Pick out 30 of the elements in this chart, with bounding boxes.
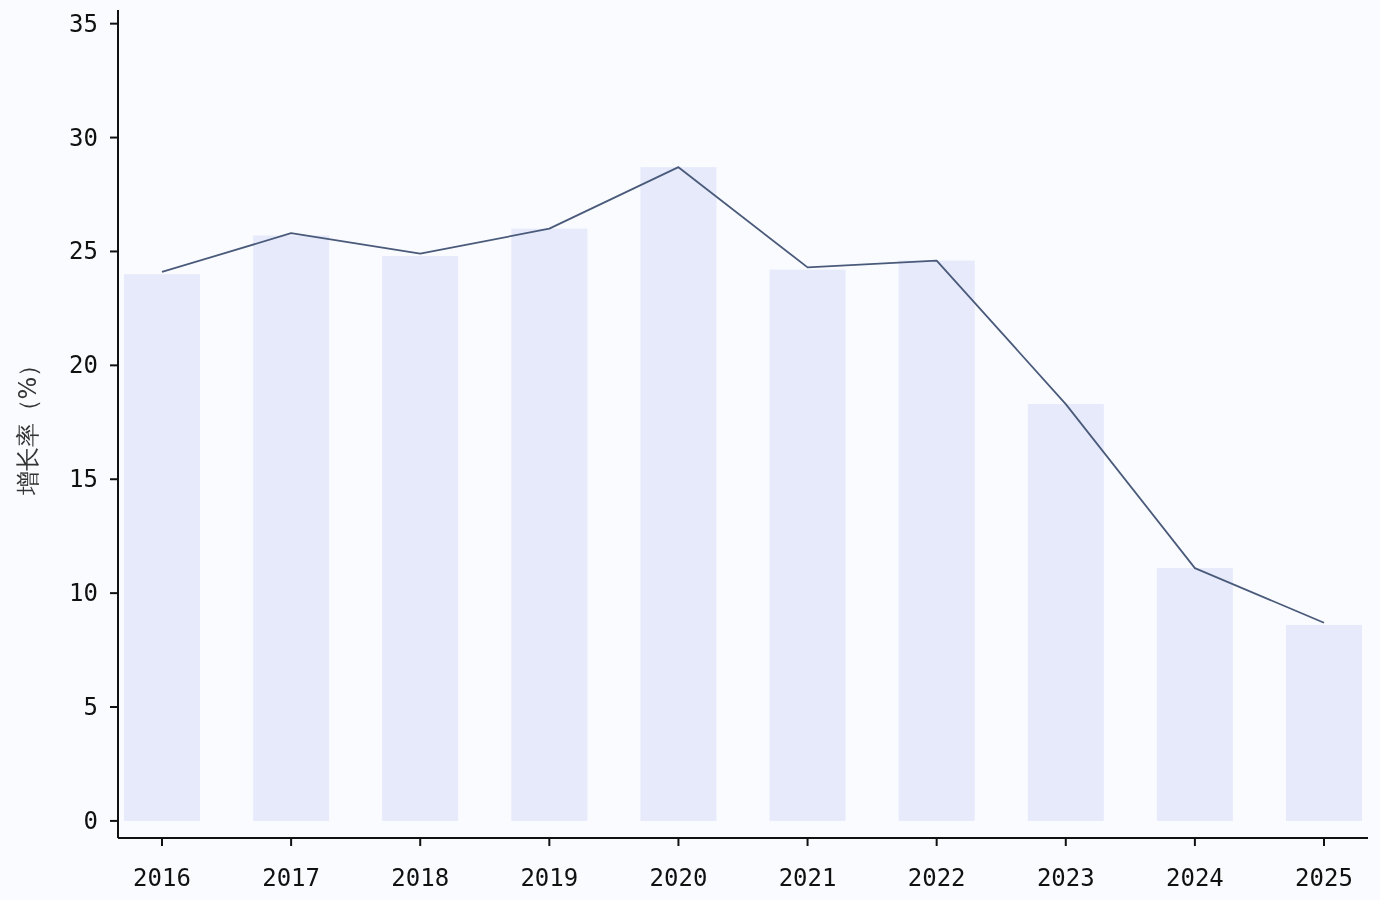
x-tick-label: 2024 (1165, 864, 1224, 892)
y-tick-label: 35 (69, 9, 98, 38)
x-tick-label: 2020 (649, 864, 708, 892)
y-tick-label: 20 (69, 351, 98, 380)
y-tick-label: 15 (69, 465, 98, 494)
y-tick-label: 5 (83, 693, 98, 722)
x-tick-label: 2016 (133, 864, 191, 892)
x-tick-label: 2023 (1036, 864, 1095, 892)
y-axis-title: 增长率（%） (14, 352, 42, 497)
line-series (161, 166, 1325, 624)
bar (898, 260, 975, 821)
bar (253, 235, 330, 821)
x-tick-label: 2021 (778, 864, 837, 892)
y-tick-label: 25 (69, 237, 98, 266)
bar (1286, 625, 1362, 821)
y-tick-label: 0 (83, 806, 98, 835)
bar (382, 256, 459, 821)
bar (1156, 568, 1233, 821)
y-tick-label: 10 (69, 579, 98, 608)
bar (124, 274, 200, 821)
x-tick-label: 2019 (520, 864, 579, 892)
bar (511, 228, 588, 821)
x-tick-label: 2017 (262, 864, 321, 892)
y-tick-label: 30 (69, 123, 98, 152)
x-tick-label: 2022 (907, 864, 966, 892)
bar (769, 269, 846, 821)
bar (640, 167, 717, 821)
x-tick-label: 2025 (1295, 864, 1353, 892)
bar (1027, 404, 1104, 821)
x-tick-label: 2018 (391, 864, 450, 892)
